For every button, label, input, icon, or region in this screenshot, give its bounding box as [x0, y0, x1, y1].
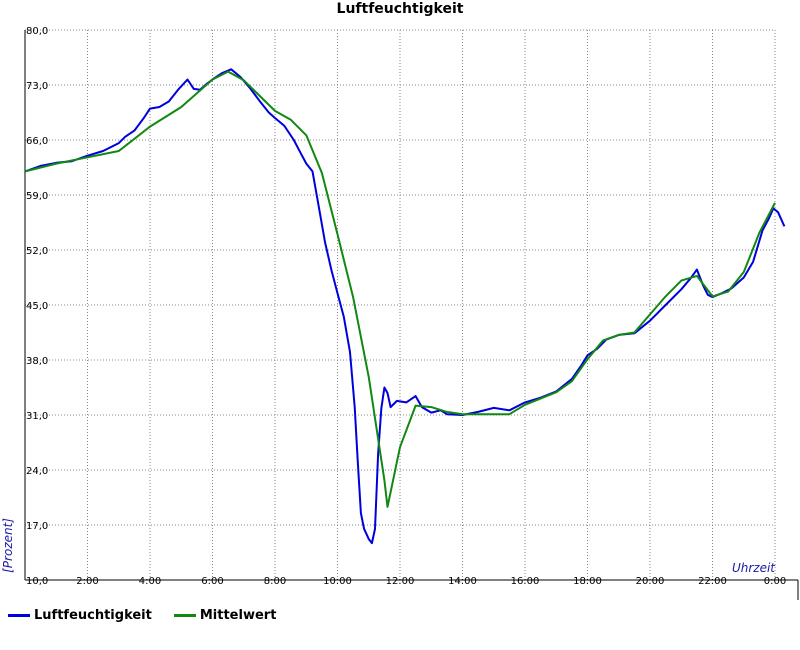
legend: Luftfeuchtigkeit Mittelwert [8, 608, 276, 623]
y-tick-label: 24,0 [26, 466, 48, 477]
legend-label-luftfeuchtigkeit: Luftfeuchtigkeit [34, 608, 152, 623]
x-tick-label: 2:00 [76, 576, 98, 587]
x-tick-label: 18:00 [573, 576, 602, 587]
x-tick-label: 22:00 [698, 576, 727, 587]
chart-title: Luftfeuchtigkeit [336, 1, 464, 17]
legend-item-luftfeuchtigkeit: Luftfeuchtigkeit [8, 608, 152, 623]
tick-labels: 10,0 17,0 24,0 31,0 38,0 45,0 52,0 59,0 66,0 73,0… [26, 26, 786, 587]
x-axis-label: Uhrzeit [732, 561, 776, 575]
x-tick-label: 16:00 [511, 576, 540, 587]
y-tick-label: 73,0 [26, 81, 48, 92]
grid [25, 29, 776, 580]
x-tick-label: 4:00 [139, 576, 161, 587]
y-tick-label: 38,0 [26, 356, 48, 367]
legend-item-mittelwert: Mittelwert [173, 608, 277, 623]
y-tick-label: 59,0 [26, 191, 48, 202]
y-tick-label: 17,0 [26, 521, 48, 532]
y-tick-label: 31,0 [26, 411, 48, 422]
series-lines [24, 68, 786, 545]
y-tick-label: 80,0 [26, 26, 48, 37]
x-tick-label: 10:00 [323, 576, 352, 587]
axes [24, 30, 799, 600]
y-axis-label: [Prozent] [1, 518, 15, 573]
legend-label-mittelwert: Mittelwert [199, 608, 277, 623]
x-tick-label: 8:00 [264, 576, 286, 587]
series-line-luftfeuchtigkeit [24, 68, 786, 545]
x-tick-label: 12:00 [386, 576, 415, 587]
legend-swatch-luftfeuchtigkeit [8, 614, 30, 617]
y-tick-label: 10,0 [26, 576, 48, 587]
legend-swatch-mittelwert [173, 614, 196, 617]
x-tick-label: 0:00 [764, 576, 786, 587]
x-tick-label: 14:00 [448, 576, 477, 587]
y-tick-label: 45,0 [26, 301, 48, 312]
series-line-mittelwert [24, 70, 776, 508]
y-tick-label: 52,0 [26, 246, 48, 257]
x-tick-label: 20:00 [636, 576, 665, 587]
x-tick-label: 6:00 [201, 576, 223, 587]
y-tick-label: 66,0 [26, 136, 48, 147]
